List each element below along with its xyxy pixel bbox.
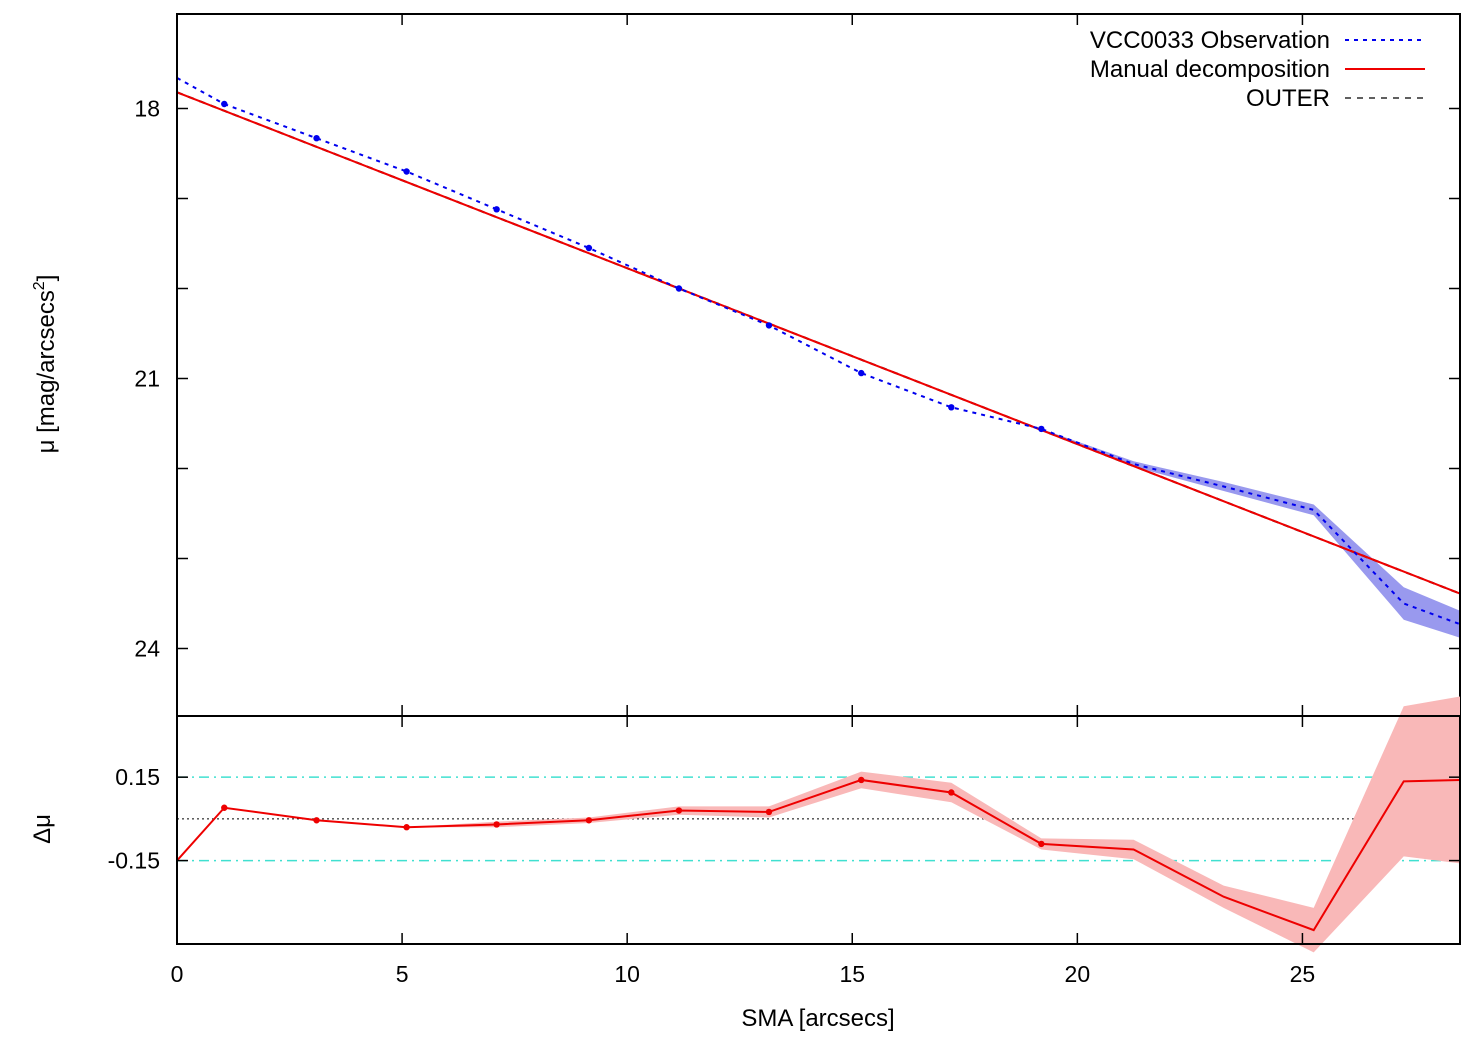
main-error-bands [177, 77, 1460, 638]
data-point-0-6 [765, 322, 773, 329]
residual-tick-marks [176, 716, 1460, 944]
data-point-0-0 [221, 804, 228, 811]
residual-tick-labels: 0.15 -0.15 0 5 10 15 20 25 [108, 764, 1316, 987]
residual-error-bands [177, 696, 1460, 953]
x-axis-label: SMA [arcsecs] [741, 1005, 894, 1032]
x-tick-label: 25 [1290, 961, 1316, 987]
main-series-lines [176, 77, 1461, 626]
series-line-0 [176, 77, 1461, 626]
data-point-0-6 [765, 808, 773, 816]
error-band-0 [177, 696, 1460, 953]
data-point-0-9 [1038, 425, 1045, 433]
data-point-0-7 [858, 369, 865, 377]
error-band-0 [177, 77, 1460, 638]
data-point-0-5 [675, 807, 683, 814]
legend-label-0: VCC0033 Observation [1090, 27, 1330, 54]
y-tick-label: -0.15 [108, 848, 160, 874]
y-tick-label: 24 [134, 636, 160, 662]
data-point-0-2 [403, 168, 410, 175]
y-tick-label: 21 [134, 366, 160, 392]
main-data-points [221, 100, 1045, 433]
y-axis-label-exponent: 2 [31, 281, 48, 290]
main-y-tick-labels: 18 21 24 [134, 96, 160, 662]
x-tick-label: 10 [614, 961, 640, 987]
data-point-0-8 [948, 404, 955, 411]
y-tick-label: 0.15 [115, 764, 160, 790]
main-y-axis-label: μ [mag/arcsecs2] [31, 275, 60, 454]
y-axis-label-bracket: ] [33, 275, 60, 282]
x-tick-label: 15 [839, 961, 865, 987]
data-point-0-5 [675, 285, 683, 292]
residual-plot-frame [176, 715, 1461, 945]
main-plot-frame [176, 13, 1461, 717]
residual-panel: 0.15 -0.15 0 5 10 15 20 25 Δμ SMA [arcsecs] [29, 696, 1461, 1032]
data-point-0-3 [493, 821, 500, 828]
residual-data-points [221, 776, 1045, 848]
series-line-1 [176, 91, 1461, 595]
main-panel: 18 21 24 μ [mag/arcsecs2] VCC0033 Observat… [31, 13, 1461, 717]
main-tick-marks [176, 14, 1460, 716]
data-point-0-1 [313, 135, 320, 142]
residual-reference-lines [177, 776, 1460, 862]
legend-label-2: OUTER [1246, 85, 1330, 112]
x-tick-label: 20 [1065, 961, 1091, 987]
data-point-0-4 [585, 244, 593, 252]
data-point-0-3 [493, 206, 500, 213]
x-tick-label: 5 [396, 961, 409, 987]
y-tick-label: 18 [134, 96, 160, 122]
data-point-0-8 [948, 789, 955, 796]
data-point-0-0 [221, 100, 228, 108]
data-point-0-7 [858, 776, 865, 784]
residual-y-axis-label: Δμ [29, 814, 56, 844]
x-tick-label: 0 [171, 961, 184, 987]
data-point-0-9 [1038, 840, 1045, 848]
series-line-0 [176, 778, 1461, 932]
residual-series-lines [176, 778, 1461, 932]
data-point-0-4 [585, 817, 593, 824]
data-point-0-2 [403, 824, 410, 831]
legend-label-1: Manual decomposition [1090, 56, 1330, 83]
data-point-0-1 [313, 817, 320, 824]
